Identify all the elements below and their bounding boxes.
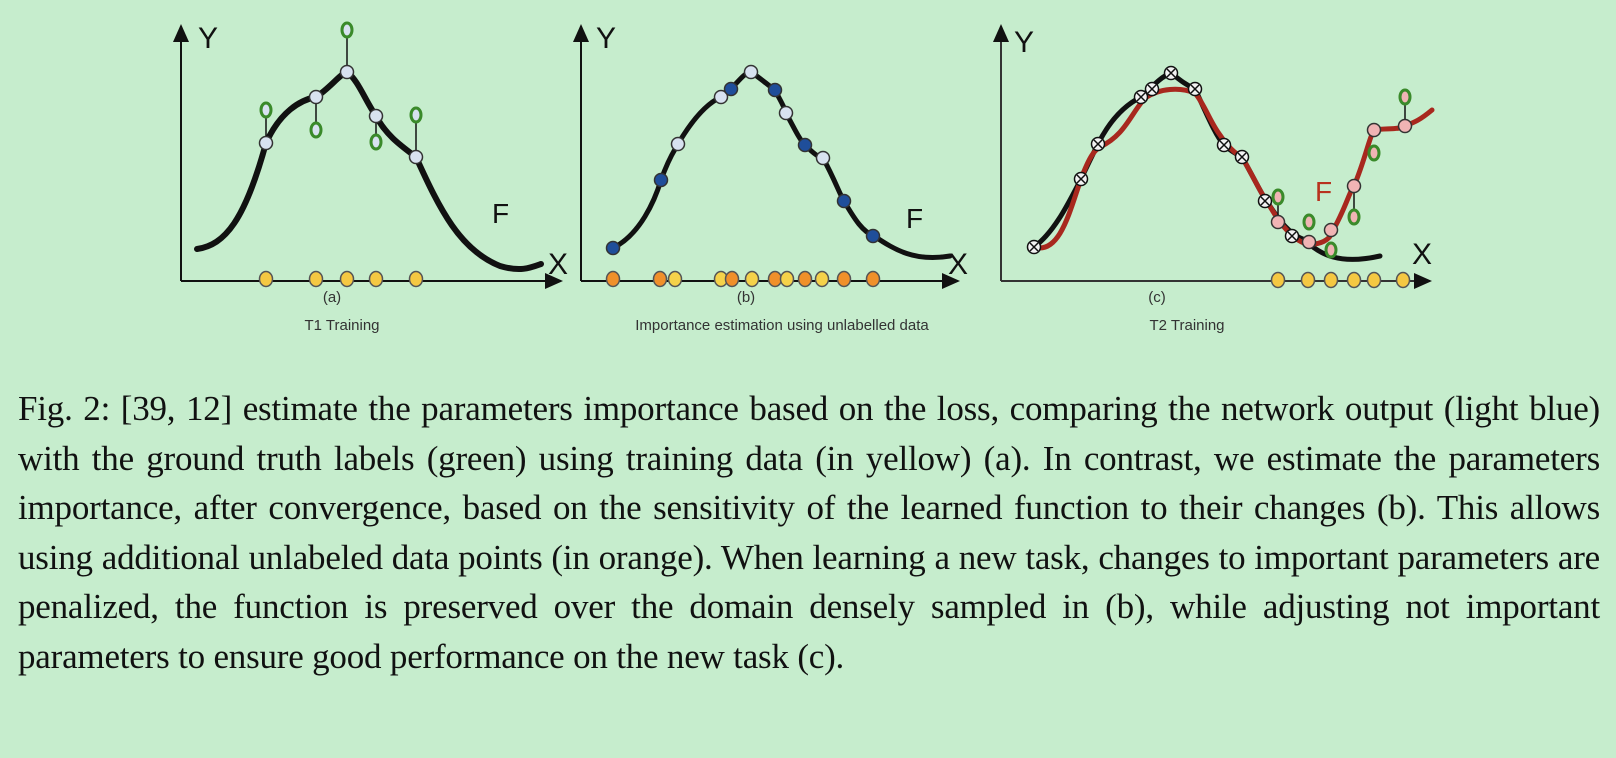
panel-a: Y X bbox=[173, 21, 568, 334]
new-task-outputs bbox=[1270, 118, 1413, 250]
x-axis-label: X bbox=[948, 248, 968, 281]
function-samples bbox=[605, 64, 881, 256]
network-outputs bbox=[258, 64, 424, 165]
x-axis-label: X bbox=[548, 248, 568, 281]
figure-caption: Fig. 2: [39, 12] estimate the parameters… bbox=[18, 389, 1600, 676]
y-axis-label: Y bbox=[596, 22, 616, 55]
y-axis-label: Y bbox=[198, 22, 218, 55]
y-axis-label: Y bbox=[1014, 26, 1034, 59]
figure-2: Y X bbox=[173, 21, 1435, 334]
panel-sublabel: (a) bbox=[323, 289, 341, 306]
panel-sublabel: (c) bbox=[1148, 289, 1166, 306]
input-samples bbox=[605, 270, 881, 288]
ground-truth-labels bbox=[259, 21, 423, 151]
function-curve bbox=[194, 68, 544, 273]
panel-b: Y X bbox=[573, 22, 968, 334]
panel-title: T2 Training bbox=[1149, 317, 1224, 334]
panel-title: T1 Training bbox=[304, 317, 379, 334]
training-inputs bbox=[258, 270, 424, 288]
residual-lines bbox=[1277, 97, 1406, 222]
new-function-curve bbox=[1031, 86, 1435, 251]
new-task-inputs bbox=[1270, 271, 1411, 289]
function-label: F bbox=[1315, 176, 1332, 207]
function-curve bbox=[610, 69, 953, 261]
x-axis-label: X bbox=[1412, 238, 1432, 271]
panel-c: Y X bbox=[993, 24, 1435, 334]
panel-sublabel: (b) bbox=[737, 289, 755, 306]
preserved-points bbox=[1026, 65, 1300, 255]
function-label: F bbox=[906, 203, 923, 234]
function-label: F bbox=[492, 198, 509, 229]
panel-title: Importance estimation using unlabelled d… bbox=[635, 317, 929, 334]
ground-truth-labels bbox=[1271, 88, 1412, 259]
